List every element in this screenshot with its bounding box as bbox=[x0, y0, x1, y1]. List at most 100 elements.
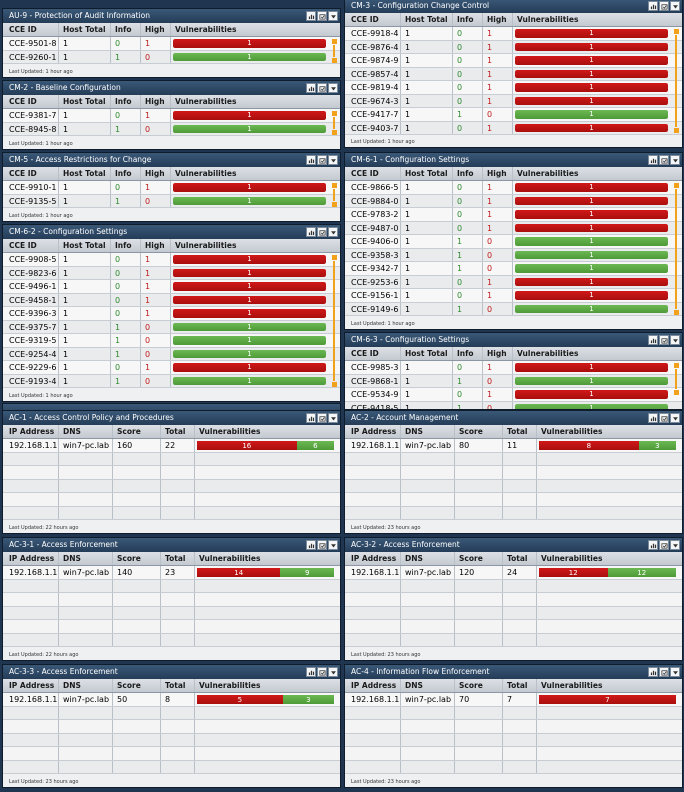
vulnerability-bar[interactable]: 1 bbox=[173, 124, 326, 133]
vulnerability-bar[interactable]: 1 bbox=[515, 183, 668, 192]
vulnerability-bar[interactable]: 1 bbox=[173, 376, 326, 385]
column-header[interactable]: CCE ID bbox=[3, 167, 59, 180]
vulnerability-bar[interactable]: 1 bbox=[515, 83, 668, 92]
settings-button[interactable] bbox=[659, 1, 669, 11]
scroll-down-arrow[interactable] bbox=[331, 130, 337, 135]
table-row[interactable]: 192.168.1.11 win7-pc.lab 80 11 8 3 bbox=[345, 439, 682, 453]
table-row[interactable]: CCE-9868-1 1 1 0 1 bbox=[345, 374, 682, 388]
table-row[interactable]: CCE-9674-3 1 0 1 1 bbox=[345, 94, 682, 108]
settings-button[interactable] bbox=[317, 667, 327, 677]
vulnerability-bar[interactable]: 16 6 bbox=[197, 441, 334, 450]
column-header[interactable]: High bbox=[141, 23, 171, 36]
vulnerability-bar[interactable]: 1 bbox=[515, 403, 668, 409]
table-row[interactable]: CCE-9458-1 1 0 1 1 bbox=[3, 293, 340, 307]
column-header[interactable]: Total bbox=[503, 552, 537, 565]
column-header[interactable]: High bbox=[483, 13, 513, 26]
menu-button[interactable] bbox=[328, 540, 338, 550]
column-header[interactable]: Vulnerabilities bbox=[199, 554, 261, 563]
column-header[interactable]: IP Address bbox=[345, 679, 401, 692]
vulnerability-bar[interactable]: 1 bbox=[515, 96, 668, 105]
table-row[interactable]: CCE-9358-3 1 1 0 1 bbox=[345, 248, 682, 262]
table-row[interactable]: CCE-9417-7 1 1 0 1 bbox=[345, 108, 682, 122]
scrollbar[interactable] bbox=[331, 183, 337, 207]
column-header[interactable]: High bbox=[141, 239, 171, 252]
column-header[interactable]: High bbox=[483, 347, 513, 360]
table-row[interactable]: CCE-9985-3 1 0 1 1 bbox=[345, 361, 682, 375]
vulnerability-bar[interactable]: 1 bbox=[515, 56, 668, 65]
chart-button[interactable] bbox=[306, 413, 316, 423]
vulnerability-bar[interactable]: 1 bbox=[515, 196, 668, 205]
column-header[interactable]: High bbox=[483, 167, 513, 180]
table-row[interactable]: 192.168.1.11 win7-pc.lab 160 22 16 6 bbox=[3, 439, 340, 453]
vulnerability-bar[interactable]: 1 bbox=[515, 250, 668, 259]
table-row[interactable]: CCE-9254-4 1 1 0 1 bbox=[3, 347, 340, 361]
column-header[interactable]: High bbox=[141, 95, 171, 108]
scrollbar[interactable] bbox=[331, 111, 337, 135]
chart-button[interactable] bbox=[648, 667, 658, 677]
table-row[interactable]: CCE-9534-9 1 0 1 1 bbox=[345, 388, 682, 402]
table-row[interactable]: CCE-9884-0 1 0 1 1 bbox=[345, 194, 682, 208]
chart-button[interactable] bbox=[306, 11, 316, 21]
vulnerability-bar[interactable]: 1 bbox=[515, 376, 668, 385]
chart-button[interactable] bbox=[306, 540, 316, 550]
table-row[interactable]: CCE-9375-7 1 1 0 1 bbox=[3, 320, 340, 334]
scroll-up-arrow[interactable] bbox=[331, 255, 337, 260]
table-row[interactable]: CCE-9135-5 1 1 0 1 bbox=[3, 194, 340, 208]
scroll-down-arrow[interactable] bbox=[331, 202, 337, 207]
table-row[interactable]: CCE-9260-1 1 1 0 1 bbox=[3, 50, 340, 64]
table-row[interactable]: CCE-9874-9 1 0 1 1 bbox=[345, 54, 682, 68]
table-row[interactable]: CCE-9381-7 1 0 1 1 bbox=[3, 109, 340, 123]
settings-button[interactable] bbox=[317, 155, 327, 165]
column-header[interactable]: Info bbox=[453, 347, 483, 360]
vulnerability-bar[interactable]: 14 9 bbox=[197, 568, 334, 577]
settings-button[interactable] bbox=[659, 413, 669, 423]
column-header[interactable]: CCE ID bbox=[3, 23, 59, 36]
chart-button[interactable] bbox=[306, 155, 316, 165]
table-row[interactable]: CCE-9866-5 1 0 1 1 bbox=[345, 181, 682, 195]
scroll-track[interactable] bbox=[675, 35, 677, 127]
vulnerability-bar[interactable]: 1 bbox=[515, 210, 668, 219]
column-header[interactable]: Host Total bbox=[401, 13, 453, 26]
vulnerability-bar[interactable]: 1 bbox=[173, 268, 326, 277]
scroll-down-arrow[interactable] bbox=[673, 310, 679, 315]
column-header[interactable]: Host Total bbox=[401, 347, 453, 360]
table-row[interactable]: 192.168.1.11 win7-pc.lab 50 8 5 3 bbox=[3, 693, 340, 707]
column-header[interactable]: IP Address bbox=[345, 552, 401, 565]
column-header[interactable]: CCE ID bbox=[3, 239, 59, 252]
vulnerability-bar[interactable]: 1 bbox=[515, 277, 668, 286]
vulnerability-bar[interactable]: 1 bbox=[515, 304, 668, 313]
chart-button[interactable] bbox=[648, 540, 658, 550]
vulnerability-bar[interactable]: 1 bbox=[173, 196, 326, 205]
table-row[interactable]: CCE-9229-6 1 0 1 1 bbox=[3, 361, 340, 375]
menu-button[interactable] bbox=[328, 413, 338, 423]
table-row[interactable]: CCE-9876-4 1 0 1 1 bbox=[345, 40, 682, 54]
column-header[interactable]: Vulnerabilities bbox=[517, 15, 579, 24]
table-row[interactable]: CCE-9403-7 1 0 1 1 bbox=[345, 121, 682, 135]
column-header[interactable]: Vulnerabilities bbox=[175, 97, 237, 106]
table-row[interactable]: 192.168.1.11 win7-pc.lab 140 23 14 9 bbox=[3, 566, 340, 580]
vulnerability-bar[interactable]: 12 12 bbox=[539, 568, 676, 577]
chart-button[interactable] bbox=[648, 413, 658, 423]
column-header[interactable]: Vulnerabilities bbox=[175, 241, 237, 250]
chart-button[interactable] bbox=[648, 155, 658, 165]
column-header[interactable]: DNS bbox=[59, 679, 113, 692]
vulnerability-bar[interactable]: 1 bbox=[173, 349, 326, 358]
column-header[interactable]: DNS bbox=[59, 425, 113, 438]
scrollbar[interactable] bbox=[331, 255, 337, 387]
column-header[interactable]: CCE ID bbox=[345, 347, 401, 360]
scrollbar[interactable] bbox=[673, 363, 679, 395]
table-row[interactable]: CCE-9418-5 1 1 0 1 bbox=[345, 401, 682, 409]
scroll-track[interactable] bbox=[333, 189, 335, 201]
vulnerability-bar[interactable]: 7 bbox=[539, 695, 676, 704]
vulnerability-bar[interactable]: 1 bbox=[515, 390, 668, 399]
table-row[interactable]: CCE-9823-6 1 0 1 1 bbox=[3, 266, 340, 280]
vulnerability-bar[interactable]: 1 bbox=[515, 69, 668, 78]
vulnerability-bar[interactable]: 1 bbox=[515, 223, 668, 232]
menu-button[interactable] bbox=[328, 11, 338, 21]
chart-button[interactable] bbox=[306, 227, 316, 237]
column-header[interactable]: DNS bbox=[401, 679, 455, 692]
column-header[interactable]: Score bbox=[113, 552, 161, 565]
column-header[interactable]: Info bbox=[453, 167, 483, 180]
menu-button[interactable] bbox=[670, 540, 680, 550]
table-row[interactable]: 192.168.1.11 win7-pc.lab 120 24 12 12 bbox=[345, 566, 682, 580]
